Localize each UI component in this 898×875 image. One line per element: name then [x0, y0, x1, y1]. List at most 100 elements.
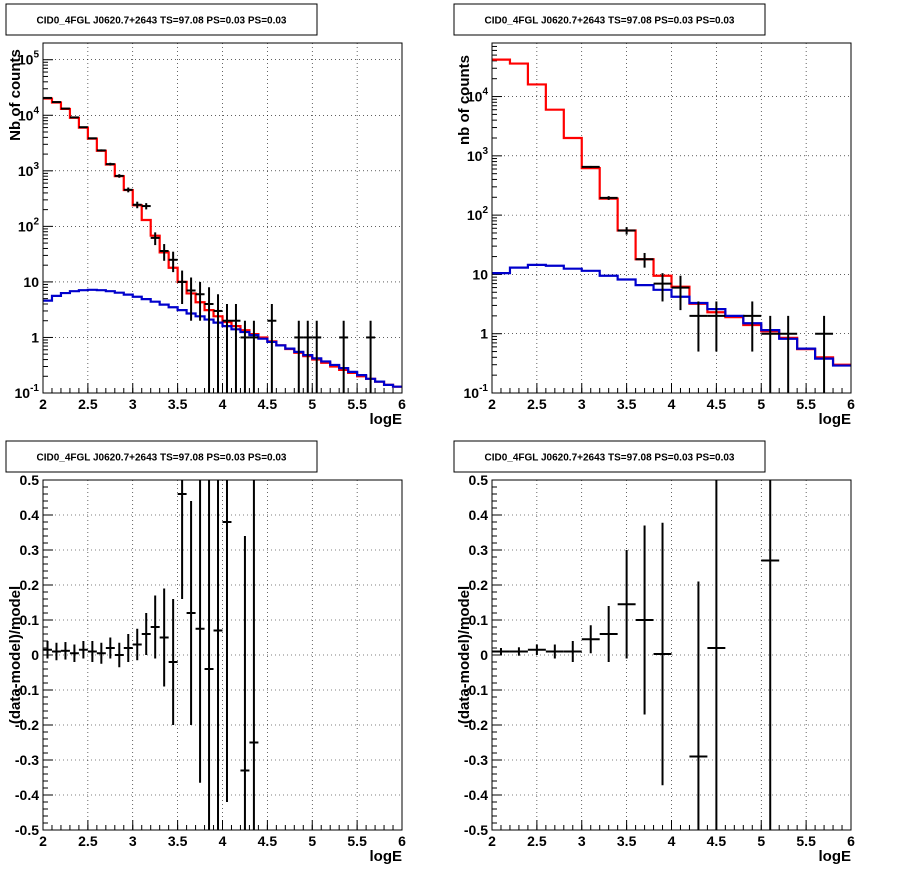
data-point [43, 96, 52, 99]
residual-point [249, 480, 259, 830]
residual-point [141, 613, 151, 655]
data-point [159, 244, 169, 261]
x-tick-label: 6 [398, 396, 406, 412]
residual-point [150, 595, 160, 659]
plot-data [492, 480, 780, 830]
data-point [186, 277, 196, 321]
y-tick-label: 0 [31, 647, 39, 663]
y-tick-label: 0.3 [469, 542, 489, 558]
data-point [60, 107, 70, 110]
x-tick-label: 3 [578, 396, 586, 412]
y-axis-title: Nb of counts [7, 49, 24, 141]
residual-point [761, 480, 780, 830]
plot-data [43, 96, 402, 393]
residual-point [581, 625, 600, 654]
data-point [96, 149, 106, 152]
x-tick-label: 4.5 [707, 833, 727, 849]
panel-p4: CID0_4FGL J0620.7+2643 TS=97.08 PS=0.03 … [453, 440, 855, 865]
data-point [294, 320, 304, 393]
residual-point [123, 634, 133, 662]
data-point [312, 320, 322, 393]
data-point [51, 101, 61, 104]
residual-point [213, 480, 223, 830]
total-model-line [492, 58, 851, 366]
y-tick-exponent: 3 [482, 146, 488, 157]
residual-point [186, 501, 196, 725]
residual-point [69, 644, 79, 662]
x-tick-label: 6 [847, 833, 855, 849]
x-tick-label: 3.5 [617, 396, 637, 412]
y-tick-base: 10 [18, 163, 34, 179]
x-tick-label: 3.5 [617, 833, 637, 849]
data-point [689, 301, 708, 352]
data-point [761, 315, 780, 393]
y-tick-label: -0.3 [15, 752, 39, 768]
data-point [168, 251, 178, 273]
x-tick-label: 4 [219, 396, 227, 412]
data-point [240, 320, 250, 393]
y-tick-label: 102 [467, 205, 489, 223]
data-point [267, 304, 277, 393]
y-tick-label: 0.4 [469, 507, 489, 523]
y-tick-exponent: 2 [482, 205, 488, 216]
chart-title: CID0_4FGL J0620.7+2643 TS=97.08 PS=0.03 … [485, 453, 735, 464]
plot-frame [42, 42, 403, 394]
data-point [213, 294, 223, 393]
title-box [5, 3, 318, 36]
x-tick-label: 6 [398, 833, 406, 849]
plot-data [492, 58, 851, 393]
y-tick-label: 0 [480, 647, 488, 663]
residual-point [60, 642, 70, 660]
y-tick-label: 102 [18, 216, 40, 234]
x-tick-label: 2.5 [527, 396, 547, 412]
data-point [141, 203, 151, 210]
data-point [204, 287, 214, 393]
x-tick-label: 3 [129, 396, 137, 412]
residual-point [509, 647, 528, 656]
plot-frame [491, 42, 852, 394]
title-box [453, 3, 766, 36]
x-tick-label: 2.5 [527, 833, 547, 849]
residual-point [96, 642, 106, 664]
residual-point [105, 637, 115, 659]
x-axis-title: logE [370, 411, 403, 428]
y-tick-label: 0.4 [20, 507, 40, 523]
y-tick-base: 10 [18, 107, 34, 123]
x-tick-label: 4 [668, 833, 676, 849]
data-point [617, 227, 636, 235]
x-tick-label: 6 [847, 396, 855, 412]
y-tick-exponent: 4 [33, 105, 39, 116]
data-point [231, 304, 241, 393]
x-tick-label: 5.5 [796, 833, 816, 849]
data-point [339, 320, 349, 393]
residual-point [43, 641, 52, 659]
x-tick-label: 2.5 [78, 833, 98, 849]
data-point [177, 270, 187, 305]
data-point [707, 301, 726, 352]
y-tick-label: -0.5 [464, 822, 488, 838]
panel-p3: CID0_4FGL J0620.7+2643 TS=97.08 PS=0.03 … [5, 440, 406, 865]
panel-p1: CID0_4FGL J0620.7+2643 TS=97.08 PS=0.03 … [5, 3, 406, 428]
x-axis-title: logE [819, 848, 852, 865]
x-tick-label: 4.5 [258, 833, 278, 849]
data-point [87, 137, 97, 140]
x-tick-label: 2 [488, 833, 496, 849]
y-tick-label: 0.1 [469, 612, 489, 628]
y-tick-base: 10 [18, 218, 34, 234]
x-tick-label: 5.5 [347, 833, 367, 849]
chart-title: CID0_4FGL J0620.7+2643 TS=97.08 PS=0.03 … [485, 16, 735, 27]
residual-point [132, 628, 142, 661]
residual-point [240, 536, 250, 830]
y-tick-label: 0.2 [20, 577, 40, 593]
plot-frame [491, 479, 852, 831]
residual-point [195, 480, 205, 783]
data-point [123, 187, 133, 193]
x-tick-label: 4.5 [258, 396, 278, 412]
data-point [599, 196, 618, 200]
residual-point [51, 642, 61, 661]
data-point [222, 304, 232, 393]
x-tick-label: 3.5 [168, 833, 188, 849]
data-point [815, 315, 834, 393]
residual-point [563, 641, 582, 662]
residual-point [222, 480, 232, 802]
